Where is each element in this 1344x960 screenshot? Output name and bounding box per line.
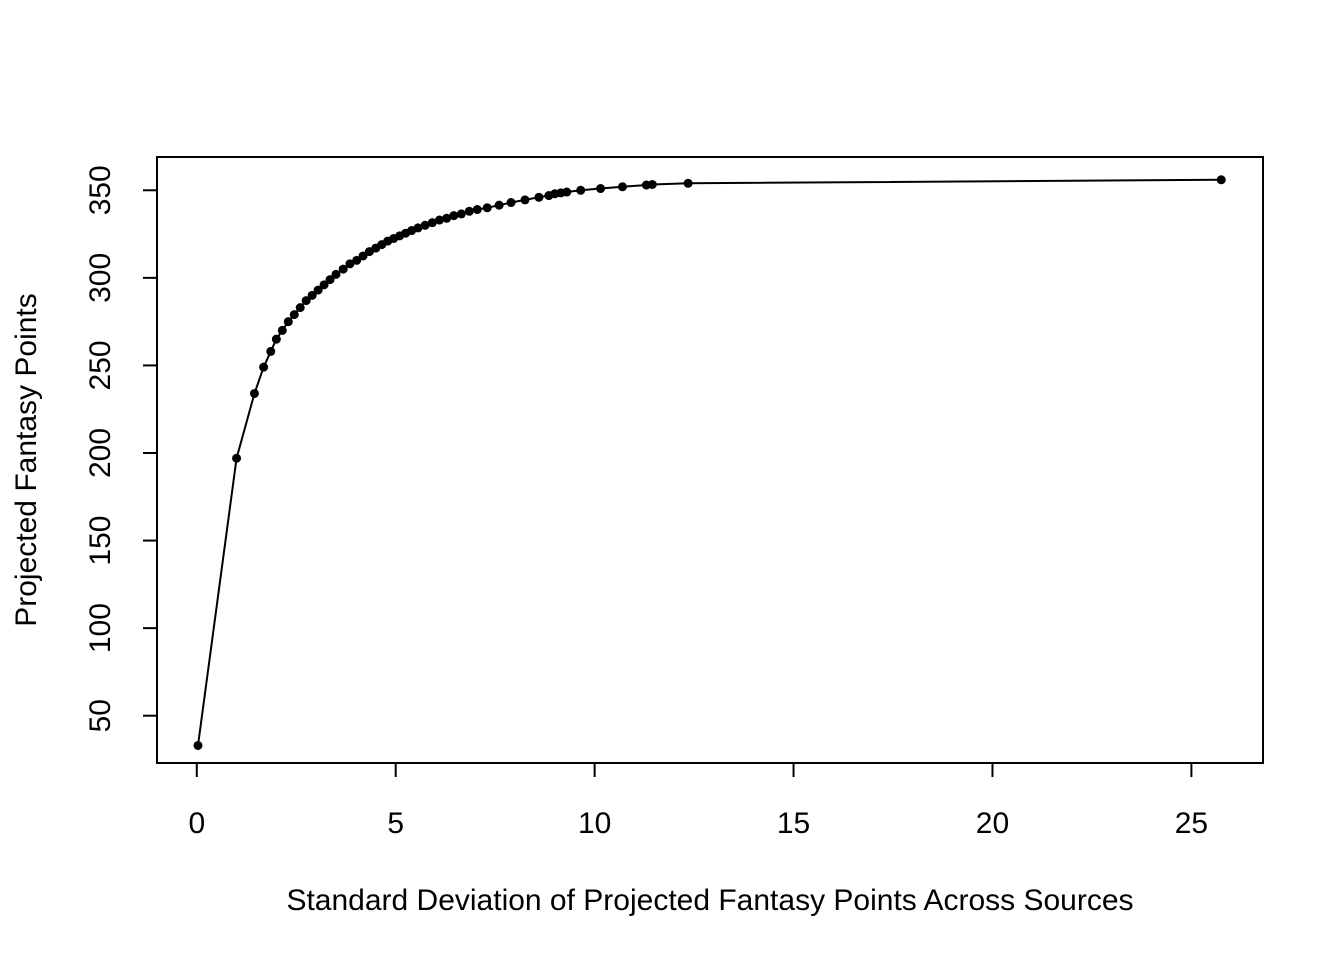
data-point [325,275,335,285]
data-point [449,211,459,221]
data-point [520,195,530,205]
y-tick-label: 100 [84,603,117,653]
data-point [301,296,311,306]
data-point [562,187,572,197]
data-point [506,198,516,208]
data-point [1216,175,1226,185]
x-tick-label: 15 [777,807,810,840]
data-point [472,205,482,215]
y-axis-title: Projected Fantasy Points [10,293,43,627]
data-point [319,280,329,290]
data-point [283,317,293,327]
data-point [434,215,444,225]
x-axis: 0 5 10 15 20 25 [188,763,1208,840]
x-axis-title: Standard Deviation of Projected Fantasy … [286,884,1133,917]
data-point [534,192,544,202]
data-point [683,178,693,188]
data-point [313,285,323,295]
data-point [420,220,430,230]
data-point [259,362,269,372]
data-point [271,334,281,344]
y-tick-label: 200 [84,428,117,478]
data-point [295,303,305,313]
data-point [596,184,606,194]
y-axis: 50 100 150 200 250 300 350 [84,165,157,732]
data-point [413,223,423,233]
data-point [345,259,355,269]
data-point [338,264,348,274]
data-point [427,218,437,228]
data-point [331,269,341,279]
data-point [307,290,317,300]
data-point [232,453,242,463]
data-point [647,179,657,189]
data-point [576,185,586,195]
x-tick-label: 25 [1175,807,1208,840]
x-tick-label: 20 [976,807,1009,840]
data-point [358,251,368,261]
data-point [249,388,259,398]
y-tick-label: 250 [84,340,117,390]
data-point [464,206,474,216]
x-tick-label: 0 [188,807,205,840]
data-point [494,200,504,210]
series-layer [193,175,1226,750]
data-point [289,310,299,320]
data-point [442,213,452,223]
data-point [277,325,287,335]
y-tick-label: 50 [84,699,117,732]
y-tick-label: 300 [84,253,117,303]
y-tick-label: 350 [84,165,117,215]
data-point [617,182,627,192]
data-point [266,346,276,356]
data-point [482,203,492,213]
data-point [352,255,362,265]
y-tick-label: 150 [84,516,117,566]
data-point [193,740,203,750]
x-tick-label: 5 [387,807,404,840]
data-point [456,209,466,219]
x-tick-label: 10 [578,807,611,840]
plot-frame [156,156,1264,764]
